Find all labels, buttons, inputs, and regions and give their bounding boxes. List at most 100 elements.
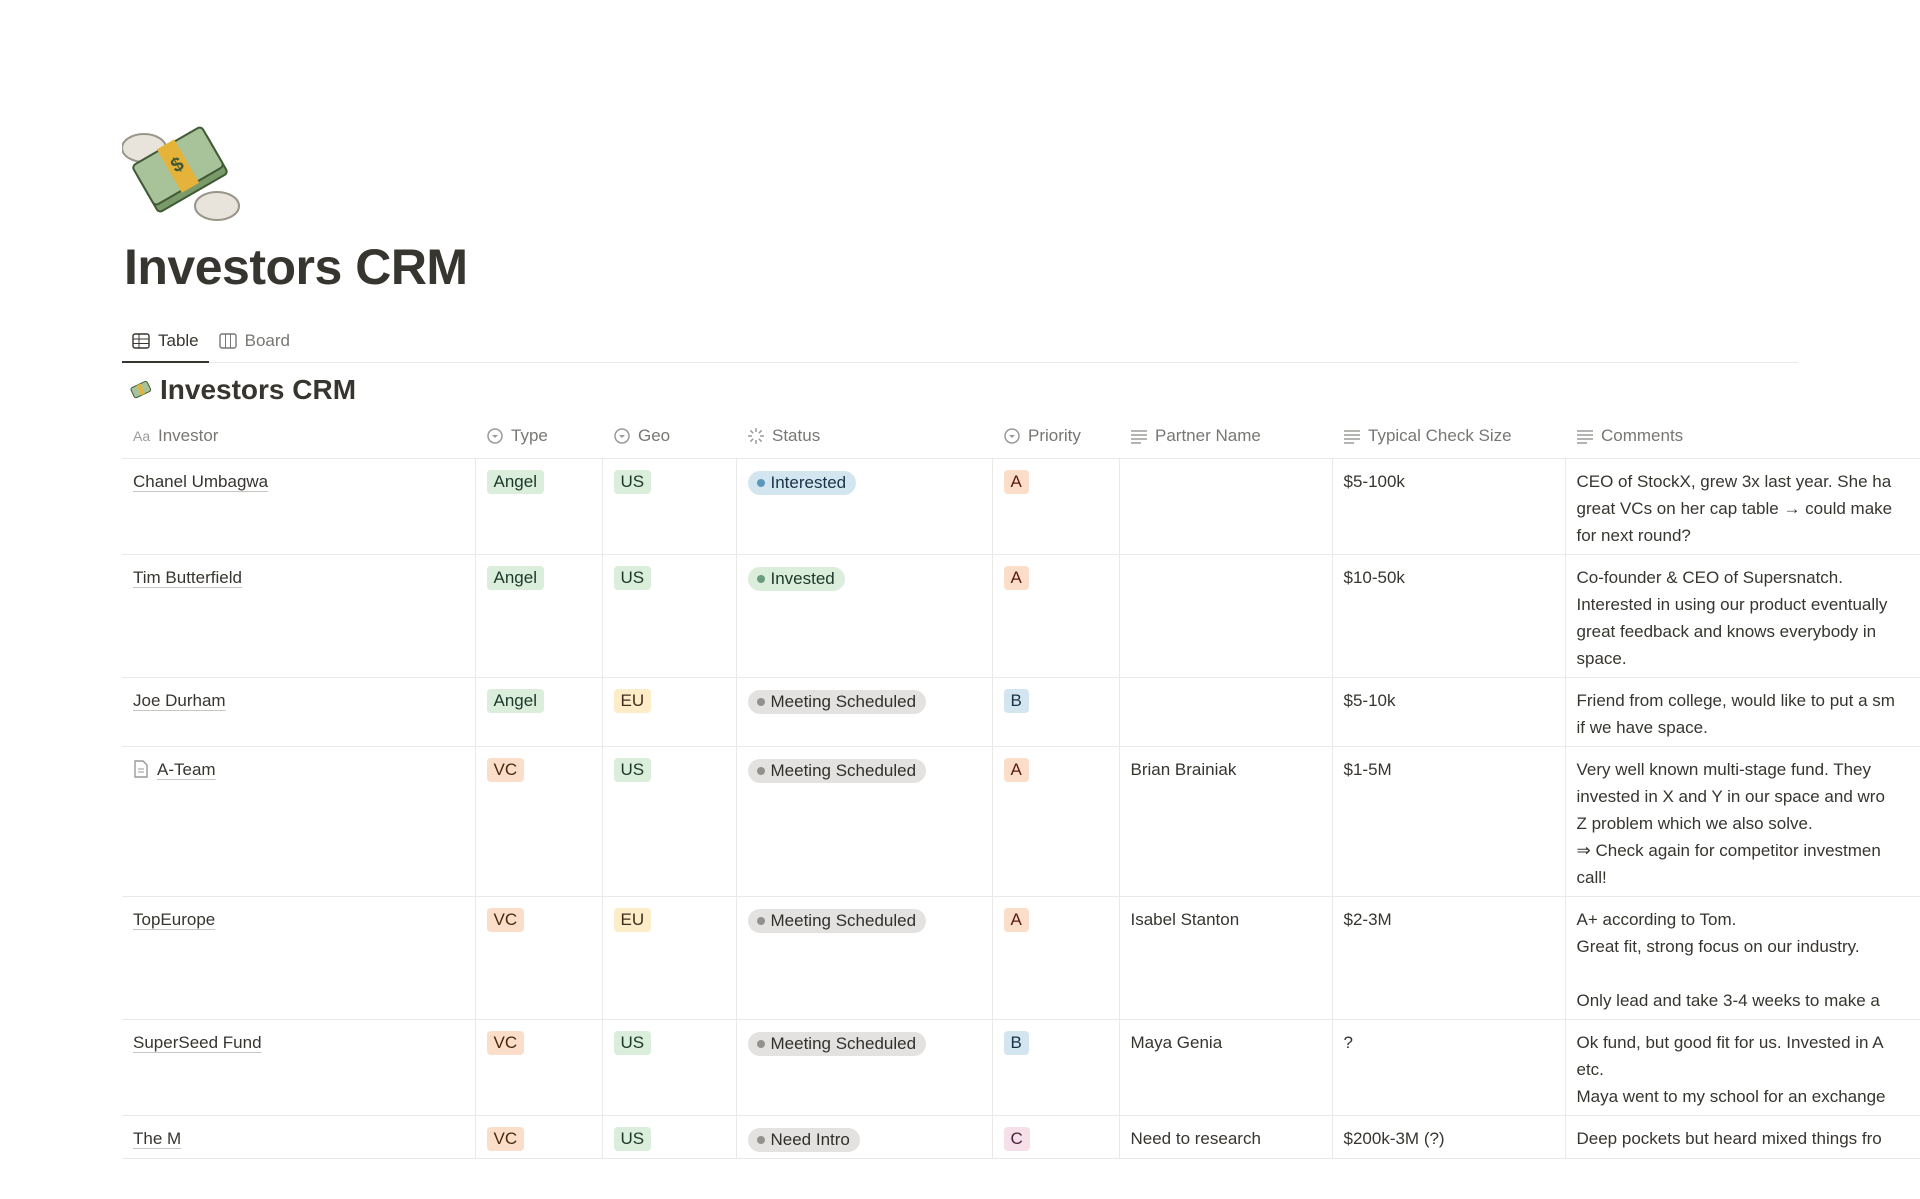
column-header-content: Priority bbox=[1003, 426, 1081, 446]
investor-name[interactable]: The M bbox=[133, 1129, 182, 1148]
check-size: $2-3M bbox=[1343, 910, 1392, 929]
table-row: Joe Durham Angel EU Meeting Scheduled B $5-10… bbox=[122, 677, 1920, 747]
column-header: Typical Check Size bbox=[1332, 418, 1565, 459]
cell-check-size: $5-10k bbox=[1331, 677, 1565, 747]
status-label: Invested bbox=[770, 569, 835, 588]
status-dot bbox=[756, 1136, 765, 1144]
column-header-label: Status bbox=[772, 426, 821, 445]
cell-type: VC bbox=[474, 1019, 602, 1116]
cell-comments: Friend from college, would like to put a… bbox=[1564, 677, 1920, 747]
cell-investor: TopEurope bbox=[122, 896, 475, 1020]
cell-priority: B bbox=[991, 1019, 1119, 1116]
cell-partner: Brian Brainiak bbox=[1118, 746, 1332, 897]
comment-line: invested in X and Y in our space and wro bbox=[1576, 787, 1885, 806]
table-row: SuperSeed Fund VC US Meeting Scheduled B Maya… bbox=[122, 1019, 1920, 1116]
table-row: Chanel Umbagwa Angel US Interested A $5-100k C… bbox=[122, 458, 1920, 555]
column-header-label: Partner Name bbox=[1155, 426, 1261, 445]
investor-name[interactable]: Tim Butterfield bbox=[133, 568, 242, 587]
comment-line: Interested in using our product eventual… bbox=[1576, 595, 1888, 614]
type-tag: VC bbox=[486, 758, 525, 782]
page-icon: $ bbox=[122, 126, 240, 221]
status-tag: Meeting Scheduled bbox=[747, 690, 927, 714]
board-icon bbox=[218, 332, 237, 349]
column-header: Priority bbox=[992, 418, 1119, 459]
investor-name[interactable]: A-Team bbox=[157, 760, 216, 779]
type-tag: Angel bbox=[486, 566, 544, 590]
comment-line: Z problem which we also solve. bbox=[1576, 814, 1813, 833]
type-tag: Angel bbox=[486, 470, 544, 494]
status-label: Meeting Scheduled bbox=[770, 911, 917, 930]
column-header-content: Aa Investor bbox=[133, 426, 218, 446]
cell-priority: A bbox=[991, 746, 1119, 897]
cell-status: Meeting Scheduled bbox=[735, 896, 992, 1020]
column-header-content: Status bbox=[747, 426, 820, 446]
cell-geo: US bbox=[601, 1115, 736, 1158]
cell-comments: Very well known multi-stage fund. They in… bbox=[1564, 746, 1920, 897]
column-header: Partner Name bbox=[1119, 418, 1332, 459]
cell-type: VC bbox=[474, 746, 602, 897]
table: Aa Investor Type Geo Status Priority Partner N… bbox=[122, 418, 1920, 1158]
table-row: The M VC US Need Intro C Need to research $200… bbox=[122, 1115, 1920, 1158]
tab-label: Board bbox=[244, 330, 291, 350]
status-dot bbox=[756, 767, 765, 775]
tab-label: Table bbox=[158, 330, 199, 350]
column-header: Type bbox=[475, 418, 602, 459]
cell-investor: Chanel Umbagwa bbox=[122, 458, 475, 555]
comment-line: etc. bbox=[1576, 1060, 1604, 1079]
check-size: $5-10k bbox=[1343, 691, 1396, 710]
column-header-label: Type bbox=[511, 426, 548, 445]
cell-type: Angel bbox=[474, 458, 602, 555]
check-size: $5-100k bbox=[1343, 472, 1405, 491]
cell-status: Meeting Scheduled bbox=[735, 746, 992, 897]
partner-name: Need to research bbox=[1130, 1129, 1261, 1148]
status-tag: Interested bbox=[747, 471, 857, 495]
column-icon bbox=[1344, 430, 1360, 444]
geo-tag: US bbox=[613, 1127, 652, 1151]
comment-paragraph: Only lead and take 3-4 weeks to make a bbox=[1577, 987, 1920, 1014]
column-header-label: Comments bbox=[1601, 426, 1684, 445]
comment-paragraph: A+ according to Tom. Great fit, strong fo… bbox=[1577, 906, 1920, 960]
status-dot bbox=[756, 479, 765, 487]
cell-comments: Ok fund, but good fit for us. Invested i… bbox=[1564, 1019, 1920, 1116]
cell-priority: A bbox=[991, 554, 1119, 678]
status-tag: Meeting Scheduled bbox=[747, 759, 927, 783]
cell-comments: Deep pockets but heard mixed things fro f… bbox=[1564, 1115, 1920, 1158]
type-tag: Angel bbox=[486, 689, 544, 713]
investor-name[interactable]: Joe Durham bbox=[133, 691, 226, 710]
cell-geo: EU bbox=[601, 896, 736, 1020]
cell-check-size: ? bbox=[1331, 1019, 1565, 1116]
comment-line: Only lead and take 3-4 weeks to make a bbox=[1576, 991, 1880, 1010]
check-size: $10-50k bbox=[1343, 568, 1405, 587]
geo-tag: US bbox=[613, 566, 652, 590]
comment-paragraph: Deep pockets but heard mixed things fro f… bbox=[1577, 1125, 1920, 1158]
investor-name[interactable]: TopEurope bbox=[133, 910, 216, 929]
type-tag: VC bbox=[486, 908, 525, 932]
cell-partner: Isabel Stanton bbox=[1118, 896, 1332, 1020]
column-header-content: Comments bbox=[1576, 426, 1683, 446]
header-row: Aa Investor Type Geo Status Priority Partner N… bbox=[122, 418, 1920, 459]
column-header-label: Priority bbox=[1028, 426, 1081, 445]
column-icon: Aa bbox=[133, 428, 150, 444]
status-dot bbox=[756, 917, 765, 925]
tab[interactable]: Board bbox=[209, 320, 300, 361]
status-dot bbox=[756, 575, 765, 583]
column-header: Geo bbox=[602, 418, 736, 459]
investor-name[interactable]: Chanel Umbagwa bbox=[133, 472, 269, 491]
tab[interactable]: Table bbox=[122, 320, 209, 363]
column-icon bbox=[1577, 430, 1593, 444]
investor-name[interactable]: SuperSeed Fund bbox=[133, 1033, 262, 1052]
priority-tag: A bbox=[1003, 566, 1029, 590]
column-header-label: Typical Check Size bbox=[1368, 426, 1512, 445]
table-title-text: Investors CRM bbox=[160, 374, 357, 405]
geo-tag: US bbox=[613, 758, 652, 782]
check-size: ? bbox=[1343, 1033, 1353, 1052]
cell-priority: A bbox=[991, 458, 1119, 555]
column-header: Status bbox=[736, 418, 992, 459]
cell-geo: US bbox=[601, 458, 736, 555]
comment-line: great feedback and knows everybody in bbox=[1576, 622, 1877, 641]
column-header: Aa Investor bbox=[122, 418, 475, 459]
page-icon-small bbox=[134, 760, 148, 778]
column-header-label: Investor bbox=[158, 426, 219, 445]
comment-line: Friend from college, would like to put a… bbox=[1576, 691, 1895, 710]
